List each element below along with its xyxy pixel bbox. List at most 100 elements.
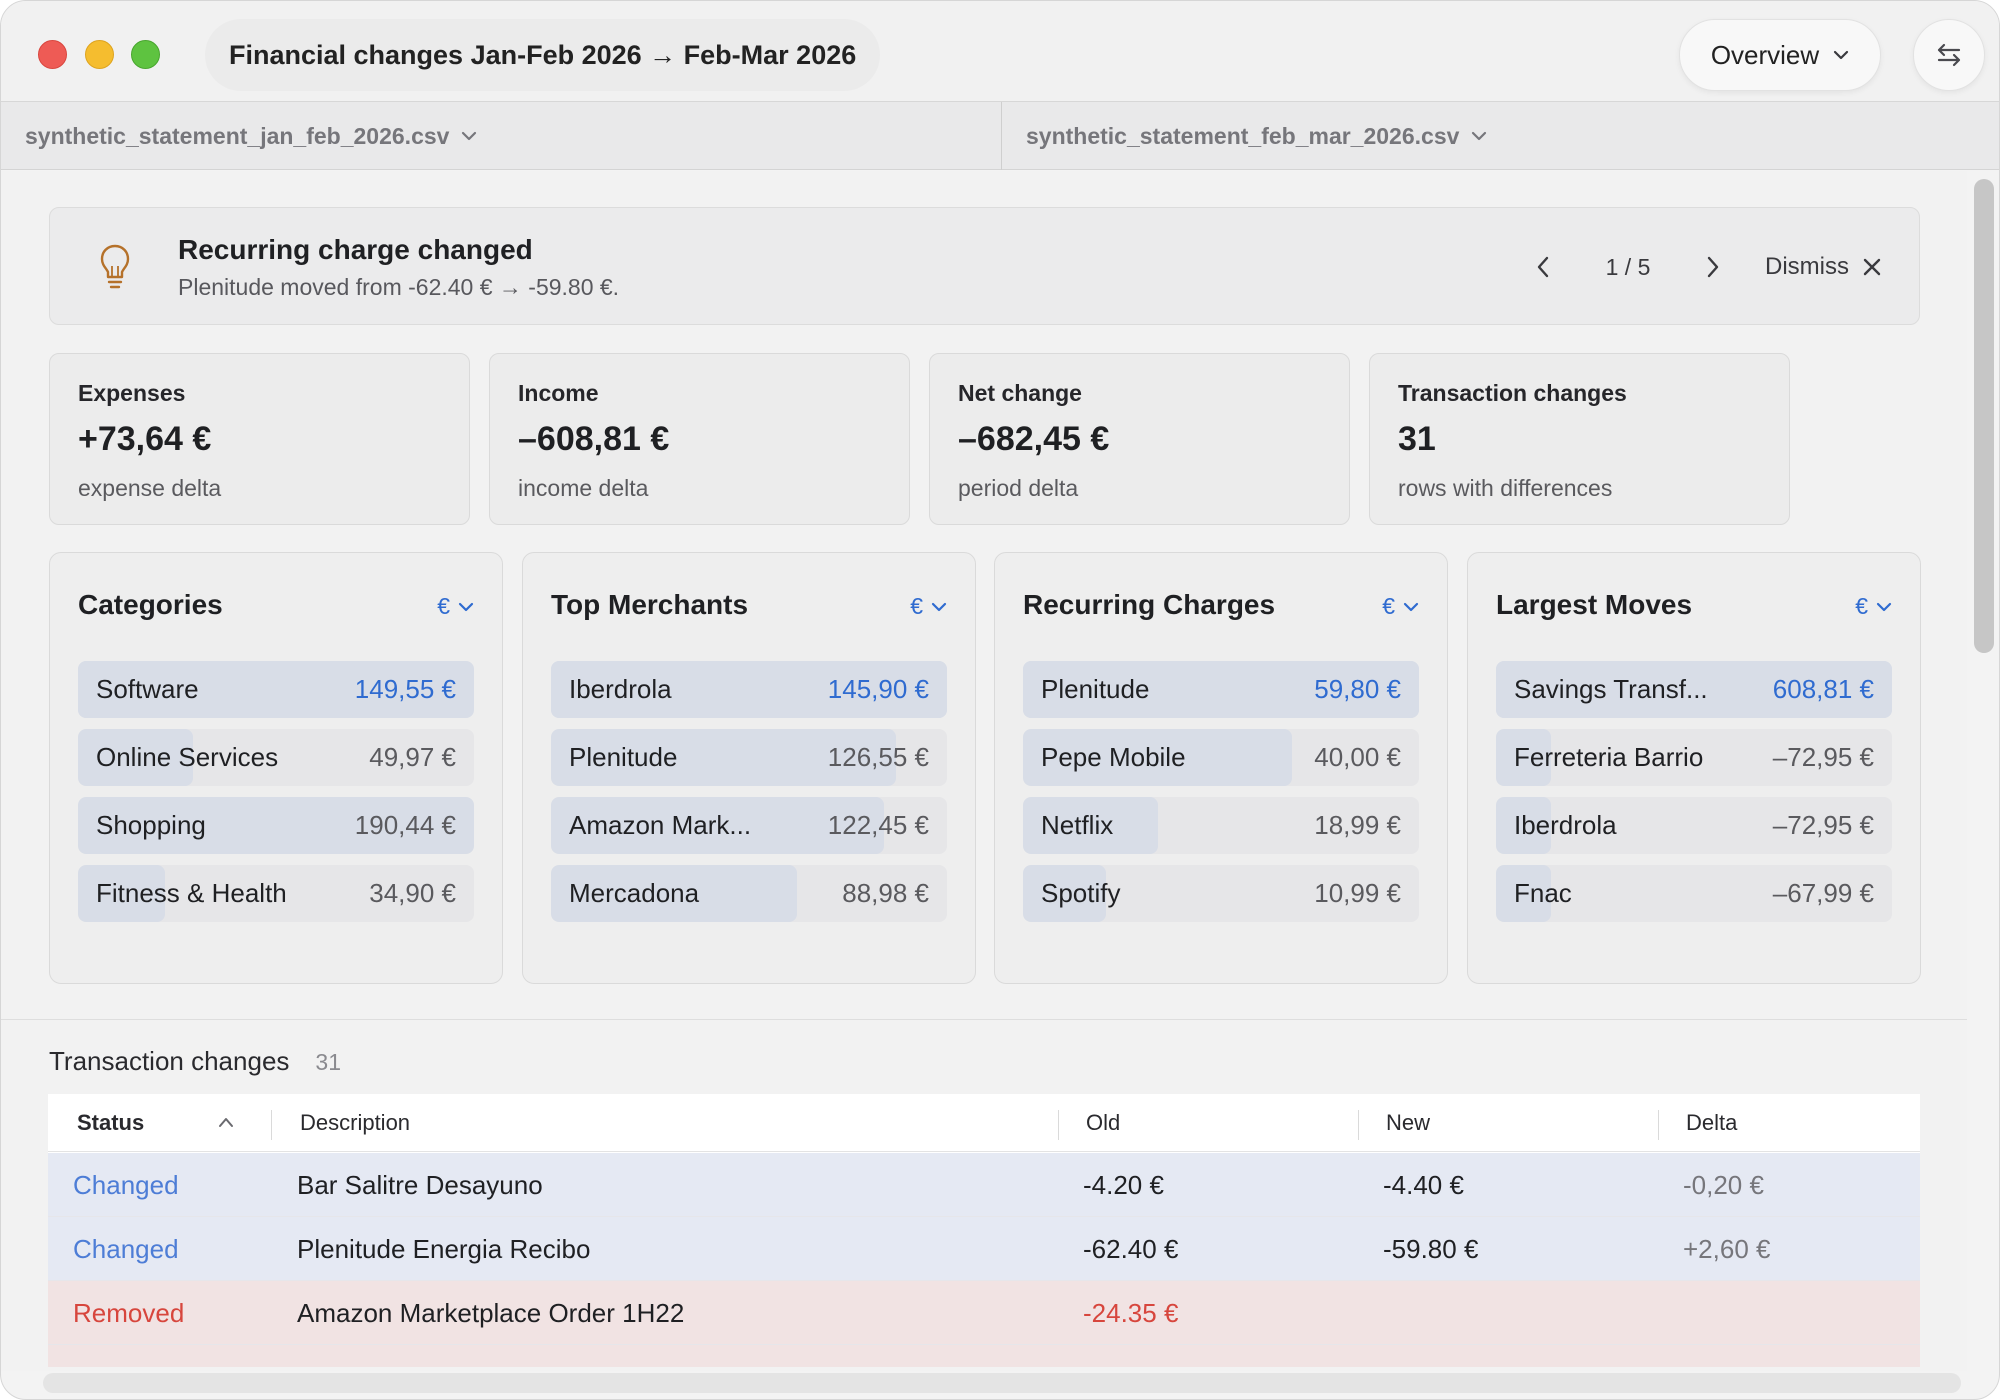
column-label: Status (77, 1110, 145, 1135)
row-label: Plenitude (569, 742, 678, 772)
bar-fill (78, 797, 474, 854)
list-item[interactable]: Fnac –67,99 € (1496, 865, 1892, 922)
row-description: Amazon Marketplace Order 1H22 (297, 1298, 685, 1328)
table-row[interactable]: Removed Amazon Marketplace Order 1H22 -2… (48, 1281, 1920, 1345)
bar-fill (551, 661, 947, 718)
row-label: Shopping (96, 810, 206, 840)
stat-value: –682,45 € (958, 420, 1110, 458)
row-delta: -0,20 € (1683, 1170, 1764, 1200)
column-label: Old (1086, 1110, 1121, 1135)
panel-top-merchants: Top Merchants € Iberdrola 145,90 € Plenit… (522, 552, 976, 984)
column-label: Description (300, 1110, 411, 1135)
bar-fill (1496, 729, 1552, 786)
column-label: New (1386, 1110, 1431, 1135)
row-value: 10,99 € (1314, 878, 1401, 908)
column-divider[interactable] (271, 1110, 272, 1140)
left-file-selector[interactable]: synthetic_statement_jan_feb_2026.csv (25, 102, 477, 170)
row-value: 18,99 € (1314, 810, 1401, 840)
panel-title: Recurring Charges (1023, 589, 1276, 620)
column-divider[interactable] (1058, 1110, 1059, 1140)
stat-value: 31 (1398, 420, 1436, 458)
chevron-down-icon (1472, 131, 1487, 141)
list-item[interactable]: Savings Transf... 608,81 € (1496, 661, 1892, 718)
list-item[interactable]: Plenitude 126,55 € (551, 729, 947, 786)
bar-fill (78, 661, 356, 718)
row-label: Fnac (1514, 878, 1572, 908)
stat-label: Expenses (78, 380, 186, 406)
currency-selector[interactable]: € (1382, 593, 1419, 620)
chevron-down-icon (1876, 602, 1892, 611)
list-item[interactable]: Plenitude 59,80 € (1023, 661, 1419, 718)
stat-value: –608,81 € (518, 420, 670, 458)
horizontal-scrollbar[interactable] (43, 1373, 1961, 1393)
column-divider[interactable] (1358, 1110, 1359, 1140)
row-value: 126,55 € (827, 742, 929, 772)
row-label: Plenitude (1041, 674, 1150, 704)
bar-fill (78, 865, 166, 922)
bar-fill (1496, 661, 1892, 718)
row-new-amount: -4.40 € (1383, 1170, 1464, 1200)
chevron-up-icon[interactable] (218, 1116, 234, 1128)
stat-subtitle: expense delta (78, 475, 222, 501)
bar-fill (1023, 865, 1107, 922)
column-header-status[interactable]: Status (77, 1094, 144, 1152)
list-item[interactable]: Shopping 190,44 € (78, 797, 474, 854)
row-label: Amazon Mark... (569, 810, 752, 840)
list-item[interactable]: Amazon Mark... 122,45 € (551, 797, 947, 854)
close-window-button[interactable] (38, 40, 67, 69)
currency-selector[interactable]: € (437, 593, 474, 620)
list-item[interactable]: Ferreteria Barrio –72,95 € (1496, 729, 1892, 786)
bar-fill (551, 865, 797, 922)
vertical-scrollbar-thumb[interactable] (1974, 179, 1994, 653)
currency-selector[interactable]: € (910, 593, 947, 620)
row-old-amount: -24.35 € (1083, 1298, 1179, 1328)
row-value: –72,95 € (1772, 810, 1874, 840)
column-header-description[interactable]: Description (300, 1094, 410, 1152)
bar-fill (1496, 865, 1552, 922)
window-title-text: Financial changes Jan-Feb 2026 → Feb-Mar… (229, 39, 857, 70)
view-menu-button[interactable]: Overview (1679, 19, 1881, 91)
right-file-selector[interactable]: synthetic_statement_feb_mar_2026.csv (1026, 102, 1487, 170)
list-item[interactable]: Fitness & Health 34,90 € (78, 865, 474, 922)
window-title: Financial changes Jan-Feb 2026 → Feb-Mar… (205, 19, 881, 91)
transactions-heading: Transaction changes 31 (49, 1046, 341, 1077)
column-divider[interactable] (1658, 1110, 1659, 1140)
row-value: 34,90 € (369, 878, 456, 908)
section-divider (1, 1019, 1967, 1020)
row-status: Removed (73, 1298, 185, 1328)
stat-subtitle: rows with differences (1398, 475, 1613, 501)
list-item[interactable]: Mercadona 88,98 € (551, 865, 947, 922)
table-row[interactable]: Changed Bar Salitre Desayuno -4.20 € -4.… (48, 1153, 1920, 1217)
column-header-old[interactable]: Old (1086, 1094, 1120, 1152)
row-value: 59,80 € (1314, 674, 1401, 704)
currency-label: € (910, 593, 923, 619)
bar-fill (551, 729, 896, 786)
left-file-name: synthetic_statement_jan_feb_2026.csv (25, 122, 450, 149)
swap-arrows-icon (1937, 43, 1961, 67)
list-item[interactable]: Pepe Mobile 40,00 € (1023, 729, 1419, 786)
panel-largest-moves: Largest Moves € Savings Transf... 608,81 … (1467, 552, 1921, 984)
dismiss-insight-button[interactable]: Dismiss (1765, 253, 1881, 281)
list-item[interactable]: Online Services 49,97 € (78, 729, 474, 786)
stat-label: Transaction changes (1398, 380, 1627, 406)
list-item[interactable]: Netflix 18,99 € (1023, 797, 1419, 854)
list-item[interactable]: Iberdrola –72,95 € (1496, 797, 1892, 854)
list-item[interactable]: Iberdrola 145,90 € (551, 661, 947, 718)
minimize-window-button[interactable] (85, 40, 114, 69)
column-header-delta[interactable]: Delta (1686, 1094, 1737, 1152)
table-row[interactable] (48, 1345, 1920, 1367)
row-label: Pepe Mobile (1041, 742, 1186, 772)
row-old-amount: -62.40 € (1083, 1234, 1179, 1264)
stat-value: +73,64 € (78, 420, 212, 458)
panel-rows: Iberdrola 145,90 € Plenitude 126,55 € Amaz… (551, 661, 947, 933)
next-insight-button[interactable] (1693, 256, 1733, 278)
column-header-new[interactable]: New (1386, 1094, 1430, 1152)
table-row[interactable]: Changed Plenitude Energia Recibo -62.40 … (48, 1217, 1920, 1281)
list-item[interactable]: Spotify 10,99 € (1023, 865, 1419, 922)
list-item[interactable]: Software 149,55 € (78, 661, 474, 718)
stat-label: Net change (958, 380, 1082, 406)
zoom-window-button[interactable] (131, 40, 160, 69)
currency-selector[interactable]: € (1855, 593, 1892, 620)
previous-insight-button[interactable] (1523, 256, 1563, 278)
swap-files-button[interactable] (1913, 19, 1985, 91)
